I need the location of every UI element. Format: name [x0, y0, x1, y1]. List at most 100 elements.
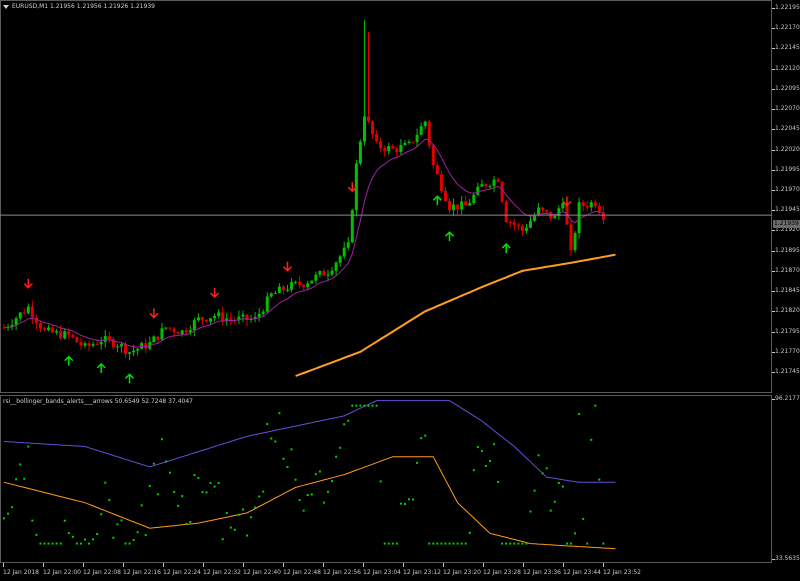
price-tick-label: 1.22145 [772, 44, 800, 52]
rsi-dot [456, 542, 459, 545]
rsi-dot [136, 531, 139, 534]
candle-body [225, 318, 229, 322]
candle-body [188, 330, 192, 333]
rsi-dot [278, 412, 281, 415]
rsi-dot [343, 423, 346, 426]
rsi-dot [116, 523, 119, 526]
candle-body [55, 330, 59, 333]
candle-body [468, 202, 472, 206]
price-tick-label: 1.21870 [772, 266, 800, 274]
indicator-pane[interactable] [0, 395, 772, 563]
candle-body [367, 116, 370, 122]
rsi-dot [484, 465, 487, 468]
candle-body [26, 306, 30, 314]
candle-body [545, 210, 549, 212]
candle-body [403, 142, 407, 146]
time-axis[interactable]: 12 Jan 2018 12 Jan 22:00 12 Jan 22:08 12 Ja… [0, 563, 800, 581]
candle-body [119, 344, 123, 347]
rsi-dot [51, 542, 54, 545]
candle-body [273, 292, 277, 294]
candle-body [168, 327, 172, 329]
price-tick-label: 1.21770 [772, 347, 800, 355]
rsi-dot [140, 504, 143, 507]
rsi-dot [557, 482, 560, 485]
candle-body [597, 206, 601, 213]
candle-body [111, 339, 115, 348]
price-tick-label: 1.21945 [772, 206, 800, 214]
indicator-header: rsi__bollinger_bands_alerts___arrows 50.… [3, 398, 193, 405]
rsi-dot [444, 542, 447, 545]
rsi-dot [480, 449, 483, 452]
rsi-dot [570, 542, 572, 545]
rsi-dot [513, 542, 516, 545]
rsi-dot [250, 516, 253, 519]
candle-body [581, 202, 585, 206]
time-tick-label: 12 Jan 23:28 [483, 563, 521, 576]
candle-body [435, 165, 439, 175]
rsi-dot [420, 437, 423, 440]
candle-body [107, 336, 111, 340]
price-tick-label: 1.21920 [772, 226, 800, 234]
rsi-dot [88, 542, 91, 545]
candle-body [573, 233, 577, 251]
rsi-dot [173, 490, 176, 493]
candle-body [354, 163, 358, 211]
candle-body [67, 331, 71, 335]
candle-body [184, 330, 188, 333]
rsi-dot [424, 434, 427, 437]
time-tick-label: 12 Jan 22:56 [323, 563, 361, 576]
price-axis[interactable]: 1.22195 1.22170 1.22145 1.22120 1.22095 1.220… [772, 0, 800, 393]
candle-body [407, 141, 411, 143]
time-tick-label: 12 Jan 22:00 [43, 563, 81, 576]
candle-body [43, 328, 46, 330]
rsi-dot [274, 440, 277, 443]
price-tick-label: 1.21820 [772, 307, 800, 315]
rsi-dot [327, 490, 329, 493]
fast-ma-line [3, 138, 604, 348]
candle-body [253, 316, 257, 319]
candle-body [115, 346, 119, 348]
rsi-dot [416, 461, 419, 464]
candle-body [302, 284, 306, 288]
price-tick-label: 1.21970 [772, 186, 800, 193]
candle-body [277, 286, 281, 293]
rsi-dot [152, 462, 155, 465]
indicator-tick-label: 96.2177 [772, 395, 800, 402]
buy-arrow-icon [96, 362, 106, 373]
rsi-dot [254, 506, 257, 509]
rsi-dot [189, 520, 192, 523]
rsi-dot [318, 470, 321, 473]
rsi-dot [124, 542, 127, 545]
candle-body [322, 271, 326, 276]
indicator-axis[interactable]: 96.2177 33.5635 [772, 395, 800, 563]
rsi-dot [561, 485, 564, 488]
rsi-dot [440, 542, 443, 545]
rsi-dot [270, 437, 273, 440]
rsi-dot [509, 542, 512, 545]
rsi-dot [497, 480, 500, 483]
time-tick-label: 12 Jan 22:16 [123, 563, 161, 576]
rsi-dot [59, 542, 62, 545]
rsi-dot [590, 438, 593, 441]
rsi-dot [537, 454, 540, 457]
rsi-dot [47, 542, 50, 545]
rsi-dot [104, 481, 107, 484]
price-tick-label: 1.21895 [772, 246, 800, 254]
candle-body [533, 215, 537, 221]
candle-body [160, 328, 164, 340]
rsi-dot [391, 542, 394, 545]
rsi-dot [258, 495, 261, 498]
sell-arrow-icon [149, 308, 159, 319]
dropdown-triangle-icon[interactable] [3, 4, 9, 9]
price-chart-pane[interactable] [0, 0, 772, 393]
buy-arrow-icon [125, 373, 135, 384]
rsi-dot [241, 508, 244, 511]
rsi-dot [92, 538, 95, 541]
rsi-dot [598, 478, 601, 481]
candle-body [245, 314, 249, 321]
rsi-dot [67, 532, 70, 535]
price-tick-label: 1.22070 [772, 105, 800, 113]
rsi-dot [602, 542, 605, 545]
rsi-dot [298, 499, 301, 502]
